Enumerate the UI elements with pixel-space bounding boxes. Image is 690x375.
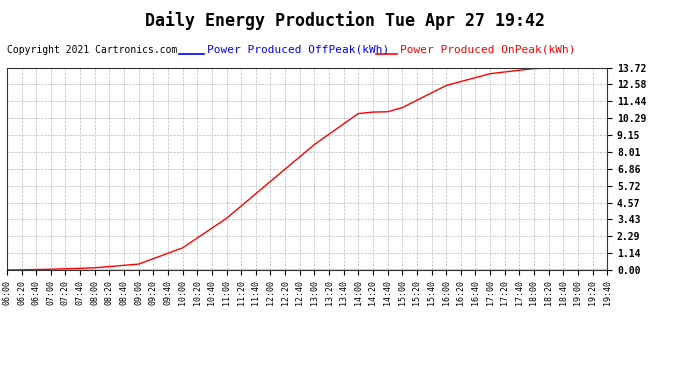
Text: Daily Energy Production Tue Apr 27 19:42: Daily Energy Production Tue Apr 27 19:42	[145, 11, 545, 30]
Text: Power Produced OffPeak(kWh): Power Produced OffPeak(kWh)	[207, 45, 389, 55]
Text: Power Produced OnPeak(kWh): Power Produced OnPeak(kWh)	[400, 45, 575, 55]
Text: Copyright 2021 Cartronics.com: Copyright 2021 Cartronics.com	[7, 45, 177, 55]
